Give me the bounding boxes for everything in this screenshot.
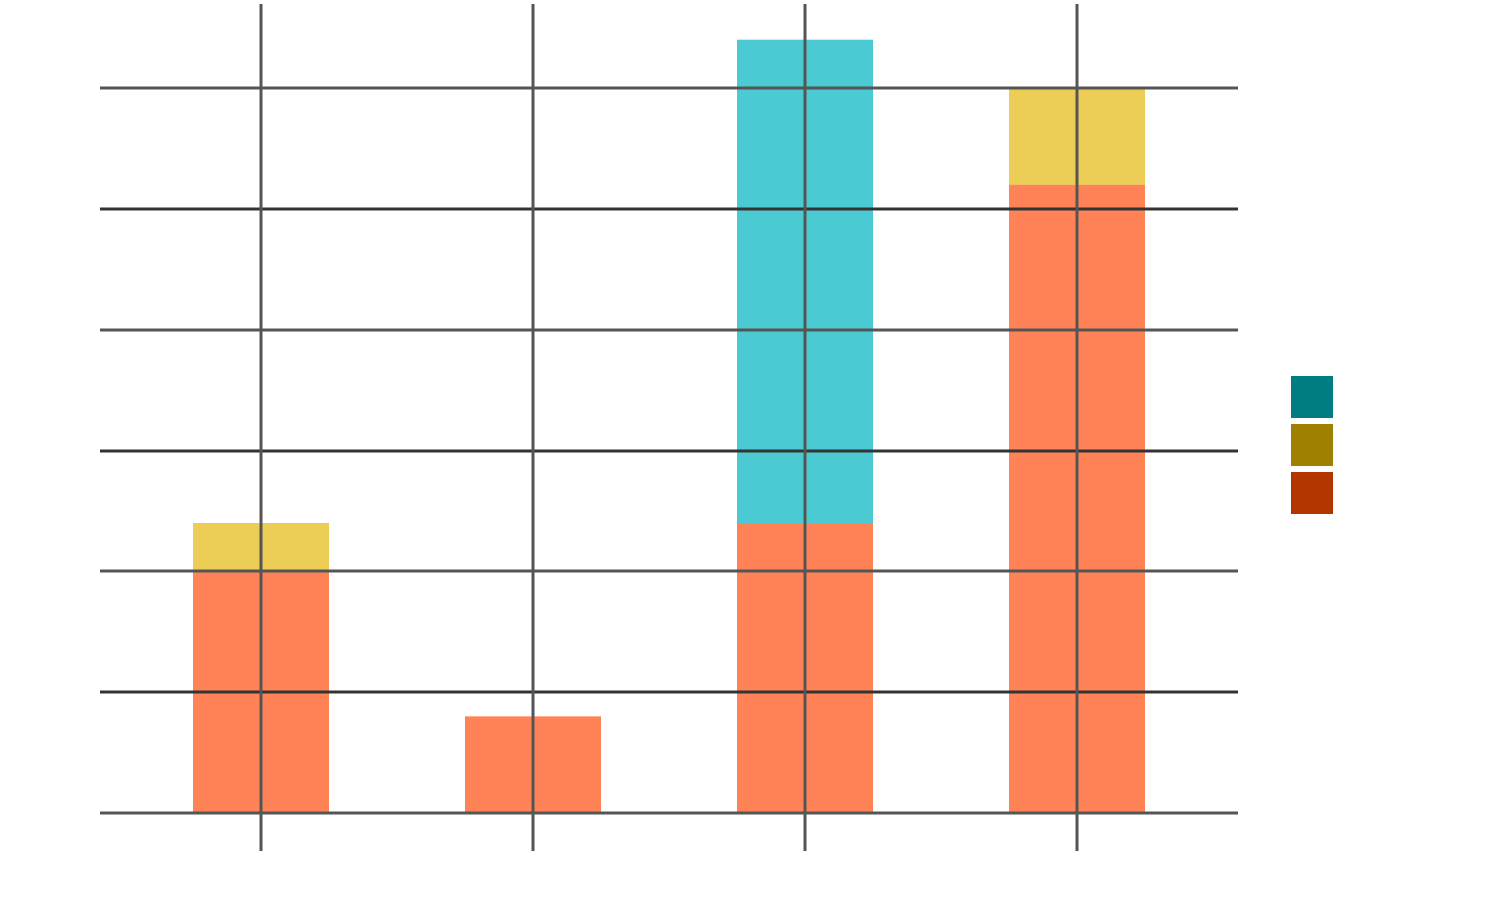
legend-key-2 <box>1290 423 1334 467</box>
bars-layer <box>193 39 1145 813</box>
grid-layer <box>100 4 1238 851</box>
legend-key-1 <box>1290 375 1334 419</box>
legend-key-3 <box>1290 471 1334 515</box>
